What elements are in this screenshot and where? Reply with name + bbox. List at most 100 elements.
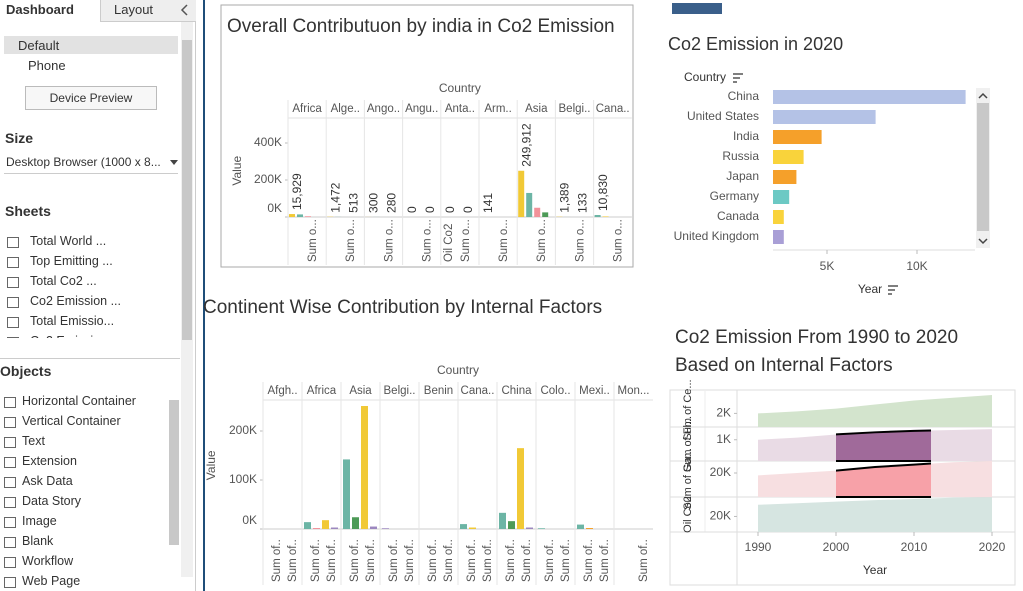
y-tick-label: 400K [254,135,282,149]
item-icon [4,497,16,508]
scroll-thumb[interactable] [182,40,192,340]
x-tick-label: 2010 [901,540,928,554]
column-name: Cana.. [596,103,630,115]
list-item[interactable]: Co2 Emission ... [30,294,122,308]
bar [304,522,311,529]
bar [508,521,515,529]
list-item[interactable]: Workflow [22,554,74,568]
category-label: United Kingdom [674,229,759,243]
list-item[interactable]: Data Story [22,494,82,508]
bar [534,207,541,217]
measure-label: Sum of.. [427,539,439,582]
x-axis-title: Year [858,282,882,296]
bar [526,527,533,529]
row-label: Sum of Ga... [682,448,694,510]
bar [517,448,524,529]
bar [313,528,320,529]
y-tick-label: 20K [710,509,731,523]
data-label: 300 [367,193,381,213]
bar [773,210,784,224]
category-label: India [733,129,759,143]
measure-label: Sum of.. [326,539,338,582]
list-item[interactable]: Web Page [22,574,81,588]
list-item[interactable]: Horizontal Container [22,394,136,408]
bar [773,150,804,164]
list-item[interactable]: Image [22,514,57,528]
item-icon [4,517,16,528]
bar [773,130,822,144]
section-heading: Size [5,130,34,146]
bar [526,192,533,217]
y-tick-label: 0K [267,201,282,215]
data-label: 133 [576,193,590,213]
tab[interactable]: Dashboard [6,2,74,17]
collapse-icon[interactable] [180,3,190,17]
y-tick-label: 100K [229,472,257,486]
bar [773,110,876,124]
bar [382,528,389,529]
y-tick-label: 1K [716,432,731,446]
list-item[interactable]: Total World ... [30,234,107,248]
bar [538,528,545,529]
list-item[interactable]: Top Emitting ... [30,254,113,268]
measure-label: Sum o... [345,219,357,262]
bar [370,526,377,529]
measure-label: Sum of.. [443,539,455,582]
object-list: Horizontal Container Vertical Container Te… [0,392,168,591]
bar [460,524,467,529]
data-label: 0 [443,206,457,213]
y-tick-label: 20K [710,465,731,479]
scroll-thumb[interactable] [169,400,179,545]
tab-background [100,0,196,22]
list-item[interactable]: Total Co2 ... [30,274,97,288]
device-item[interactable]: Phone [28,58,66,73]
measure-label: Sum of.. [388,539,400,582]
list-item[interactable]: Co2 Emission... [30,334,118,338]
column-name: Mon... [618,385,650,397]
divider [4,173,178,174]
row-label: Oil Co2 [682,496,694,533]
measure-label: Sum of.. [505,539,517,582]
list-item[interactable]: Total Emissio... [30,314,115,328]
bar [289,214,295,217]
category-header: Country [684,70,726,84]
column-name: Angu.. [405,103,438,115]
x-tick-label: 5K [820,259,835,273]
category-label: Germany [710,189,759,203]
chart-title: Continent Wise Contribution by Internal … [203,297,603,318]
bar [542,212,549,217]
list-item[interactable]: Extension [22,454,77,468]
button[interactable]: Device Preview [25,86,157,110]
x-axis-title: Year [863,563,887,577]
tab[interactable]: Layout [114,2,154,17]
column-name: Mexi.. [579,385,610,397]
bar [352,517,359,529]
dropdown[interactable]: Desktop Browser (1000 x 8... [6,155,161,169]
device-item[interactable]: Default [18,38,60,53]
list-item[interactable]: Blank [22,534,54,548]
measure-label: Sum o... [536,219,548,262]
measure-label: Sum of.. [482,539,494,582]
column-name: Ango.. [367,103,400,115]
chart-title: Co2 Emission in 2020 [668,34,844,54]
y-tick-label: 2K [716,406,731,420]
measure-label: Sum of.. [271,539,283,582]
drag-handle[interactable] [672,3,722,14]
bar [602,216,609,217]
measure-label: Sum o... [498,219,510,262]
dropdown-arrow [170,160,178,165]
list-item[interactable]: Ask Data [22,474,73,488]
measure-label: Sum of.. [521,539,533,582]
column-name: Asia [349,385,372,397]
bar [773,190,790,204]
list-item[interactable]: Text [22,434,45,448]
bar [499,512,506,529]
area-highlight [836,429,931,462]
item-icon [7,337,19,338]
list-item[interactable]: Vertical Container [22,414,121,428]
y-tick-label: 200K [229,423,257,437]
column-header: Country [439,81,481,95]
area [758,497,992,532]
item-icon [7,237,19,248]
